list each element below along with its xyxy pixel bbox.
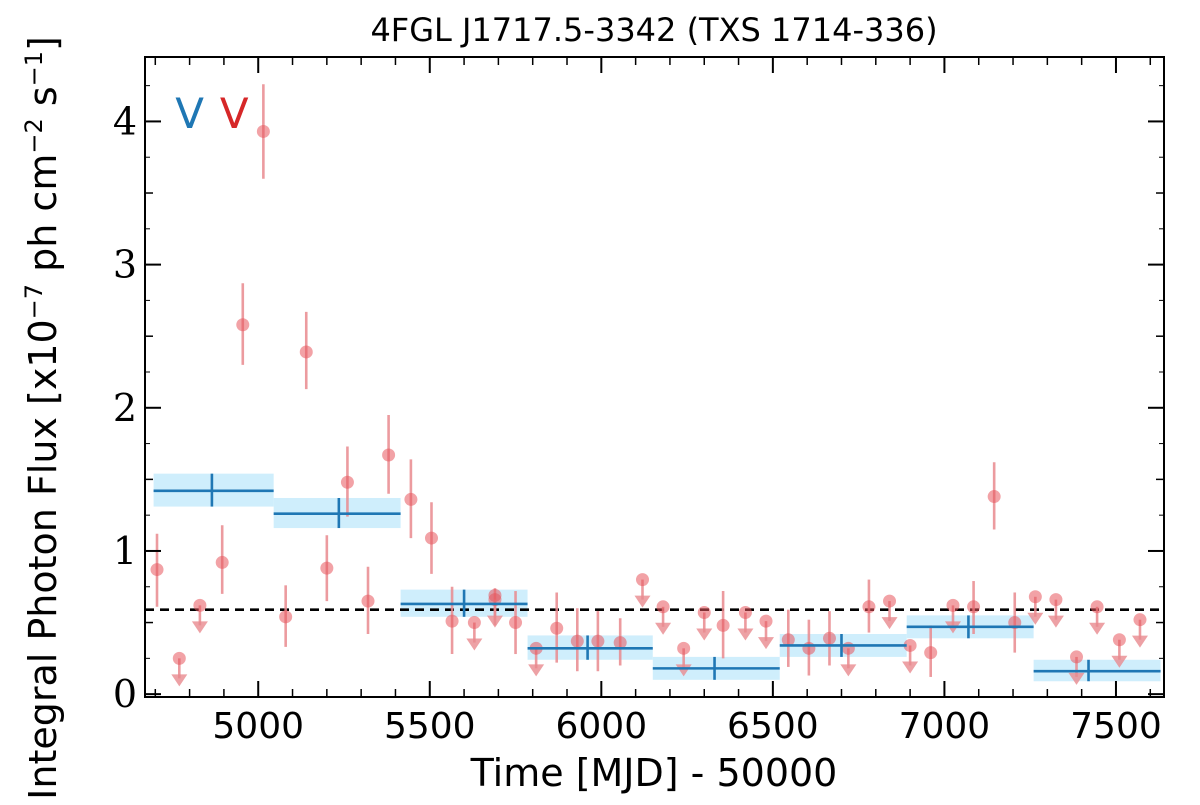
y-axis-title-exp-2: −2 xyxy=(20,118,48,153)
upper-limit-point xyxy=(697,606,711,620)
flux-point xyxy=(215,555,229,569)
upper-limit-arrow xyxy=(840,664,857,677)
upper-limit-point xyxy=(903,638,917,652)
upper-limit-arrow xyxy=(902,661,919,674)
upper-limit-arrow xyxy=(528,664,545,677)
upper-limit-point xyxy=(738,606,752,620)
upper-limit-point xyxy=(467,616,481,630)
upper-limit-point xyxy=(677,641,691,655)
flux-point xyxy=(924,646,938,660)
event-marker-1: V xyxy=(175,89,204,138)
plot-content xyxy=(145,84,1164,687)
flux-point xyxy=(716,618,730,632)
upper-limit-point xyxy=(1133,613,1147,627)
axis-ticks xyxy=(145,57,1164,697)
x-tick-label: 7000 xyxy=(899,706,991,747)
flux-point xyxy=(987,490,1001,504)
x-axis-title: Time [MJD] - 50000 xyxy=(470,751,838,795)
flux-point xyxy=(613,636,627,650)
y-axis-title-mid: ph cm xyxy=(21,154,65,284)
upper-limit-point xyxy=(1112,633,1126,647)
upper-limit-arrow xyxy=(1111,655,1128,668)
upper-limit-arrow xyxy=(758,637,775,650)
upper-limit-arrow xyxy=(696,628,713,641)
y-axis-title-exp-1: −7 xyxy=(20,284,48,319)
y-axis-title-close: ] xyxy=(21,36,65,51)
upper-limit-arrow xyxy=(1131,635,1148,648)
flux-point xyxy=(781,633,795,647)
y-axis-title-main: Integral Photon Flux [x10 xyxy=(21,319,65,800)
upper-limit-point xyxy=(1028,590,1042,604)
upper-limit-arrow xyxy=(171,674,188,687)
chart-title: 4FGL J1717.5-3342 (TXS 1714-336) xyxy=(370,11,937,49)
flux-point xyxy=(382,448,396,462)
flux-point xyxy=(445,614,459,628)
flux-point xyxy=(570,634,584,648)
y-axis-title-exp-3: −1 xyxy=(20,51,48,86)
upper-limit-point xyxy=(883,594,897,608)
upper-limit-arrow xyxy=(881,617,898,630)
event-marker-2: V xyxy=(220,89,249,138)
upper-limit-point xyxy=(841,641,855,655)
flux-point xyxy=(550,621,564,635)
flux-point xyxy=(862,600,876,614)
upper-limit-arrow xyxy=(737,628,754,641)
upper-limit-point xyxy=(172,651,186,665)
upper-limit-point xyxy=(193,598,207,612)
x-tick-label: 5500 xyxy=(384,706,476,747)
y-tick-label: 2 xyxy=(113,386,137,430)
upper-limit-point xyxy=(1090,600,1104,614)
flux-point xyxy=(150,563,164,577)
y-axis-title-end: s xyxy=(21,86,65,118)
flux-point xyxy=(509,616,523,630)
x-tick-label: 6000 xyxy=(556,706,648,747)
flux-point xyxy=(256,124,270,138)
flux-point xyxy=(802,641,816,655)
y-tick-label: 3 xyxy=(113,243,137,287)
flux-point xyxy=(279,610,293,624)
upper-limit-point xyxy=(759,614,773,628)
flux-point xyxy=(299,345,313,359)
upper-limit-point xyxy=(946,598,960,612)
flux-point xyxy=(967,600,981,614)
flux-point xyxy=(236,318,250,332)
axes-frame xyxy=(144,56,1165,698)
upper-limit-point xyxy=(635,573,649,587)
flux-point xyxy=(424,531,438,545)
flux-point xyxy=(320,561,334,575)
y-tick-label: 1 xyxy=(113,529,137,573)
x-tick-label: 6500 xyxy=(727,706,819,747)
flux-point xyxy=(404,492,418,506)
y-tick-label: 4 xyxy=(113,99,137,143)
y-axis-title: Integral Photon Flux [x10−7 ph cm−2 s−1] xyxy=(20,36,65,800)
upper-limit-point xyxy=(1070,650,1084,664)
tick-labels: 5000 5500 6000 6500 7000 7500 0 1 2 3 4 xyxy=(113,99,1162,747)
flux-point xyxy=(822,631,836,645)
x-tick-label: 5000 xyxy=(212,706,304,747)
axes-border xyxy=(144,56,1165,698)
upper-limit-arrow xyxy=(486,615,503,628)
upper-limit-arrow xyxy=(655,622,672,635)
upper-limit-arrow xyxy=(1047,615,1064,628)
flux-point xyxy=(361,594,375,608)
upper-limit-point xyxy=(1049,593,1063,607)
x-tick-label: 7500 xyxy=(1070,706,1162,747)
upper-limit-arrow xyxy=(1027,612,1044,625)
upper-limit-arrow xyxy=(466,638,483,651)
flux-point xyxy=(591,634,605,648)
upper-limit-point xyxy=(656,600,670,614)
flux-point xyxy=(340,475,354,489)
upper-limit-arrow xyxy=(191,621,208,634)
y-tick-label: 0 xyxy=(113,672,137,716)
upper-limit-arrow xyxy=(1068,672,1085,685)
upper-limit-arrow xyxy=(634,595,651,608)
upper-limit-arrow xyxy=(1089,622,1106,635)
